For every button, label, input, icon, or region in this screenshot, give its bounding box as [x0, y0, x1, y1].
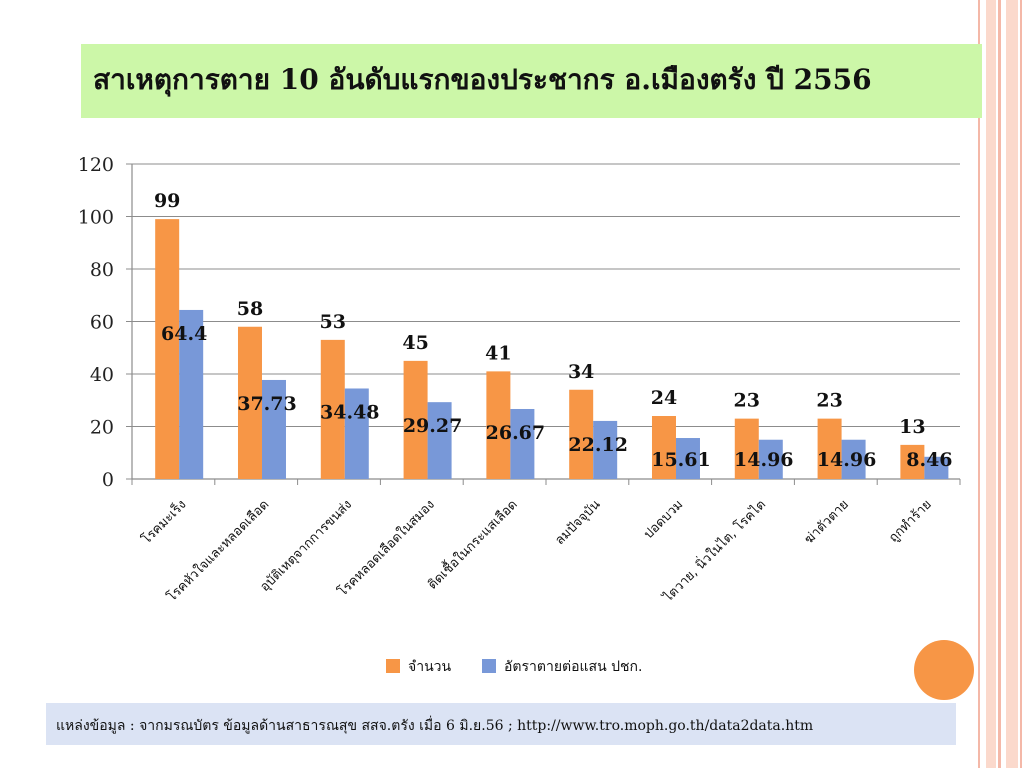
legend-label: อัตราตายต่อแสน ปชก. [504, 659, 642, 675]
bar-series2 [179, 309, 204, 479]
decor-stripe-2 [986, 0, 996, 768]
x-category-label: ปอดบวม [641, 497, 686, 542]
bar-series2 [841, 439, 866, 479]
bar-series2 [924, 456, 949, 479]
bar-series1 [155, 219, 180, 479]
data-label-series1: 13 [899, 416, 925, 438]
data-label-series2: 37.73 [237, 393, 297, 415]
legend-swatch [386, 659, 400, 673]
data-label-series1: 34 [568, 361, 594, 383]
legend-label: จำนวน [408, 659, 451, 675]
bar-series2 [758, 439, 783, 479]
bar-chart: 0204060801001209964.4โรคมะเร็ง5837.73โรค… [78, 154, 961, 675]
data-label-series1: 41 [485, 342, 511, 364]
x-category-label: ฆ่าตัวตาย [802, 497, 852, 547]
data-label-series2: 22.12 [568, 434, 628, 456]
source-note: แหล่งข้อมูล : จากมรณบัตร ข้อมูลด้านสาธาร… [56, 718, 814, 734]
bar-series1 [900, 444, 925, 479]
y-tick-label: 80 [90, 259, 114, 281]
bar-series2 [427, 402, 452, 479]
y-tick-label: 20 [90, 417, 114, 439]
data-label-series2: 26.67 [486, 422, 546, 444]
bar-series2 [344, 388, 369, 479]
data-label-series2: 15.61 [651, 449, 711, 471]
bar-series1 [403, 360, 428, 479]
data-label-series2: 34.48 [320, 401, 380, 423]
data-label-series1: 53 [320, 311, 346, 333]
x-category-label: โรคมะเร็ง [137, 495, 189, 547]
decor-stripe-4 [1006, 0, 1018, 768]
data-label-series1: 45 [402, 332, 428, 354]
data-label-series1: 24 [651, 387, 677, 409]
x-category-label: ลมปัจจุบัน [552, 497, 603, 548]
x-category-label: ติดเชื้อในกระแสเลือด [423, 495, 521, 593]
title-banner: สาเหตุการตาย 10 อันดับแรกของประชากร อ.เม… [81, 44, 982, 118]
bar-series1 [734, 418, 759, 479]
bar-series1 [817, 418, 842, 479]
legend-swatch [482, 659, 496, 673]
bar-series1 [237, 326, 262, 479]
data-label-series2: 14.96 [817, 449, 877, 471]
bar-series1 [486, 371, 511, 479]
source-box: แหล่งข้อมูล : จากมรณบัตร ข้อมูลด้านสาธาร… [46, 703, 956, 745]
data-label-series1: 99 [154, 190, 180, 212]
y-tick-label: 0 [102, 469, 114, 491]
x-category-label: อุบัติเหตุจากการขนส่ง [258, 497, 356, 595]
bar-series2 [675, 438, 700, 479]
data-label-series1: 23 [734, 390, 760, 412]
decor-circle [914, 640, 974, 700]
decor-stripe-3 [998, 0, 1001, 768]
x-category-label: ถูกทำร้าย [886, 497, 934, 545]
data-label-series1: 58 [237, 298, 263, 320]
y-tick-label: 100 [78, 207, 114, 229]
data-label-series2: 29.27 [403, 415, 463, 437]
data-label-series2: 64.4 [161, 323, 207, 345]
y-tick-label: 60 [90, 312, 114, 334]
bar-series2 [510, 408, 535, 479]
bar-series1 [320, 339, 345, 479]
y-tick-label: 40 [90, 364, 114, 386]
decor-stripe-5 [1020, 0, 1022, 768]
data-label-series2: 8.46 [906, 449, 952, 471]
decor-stripe-1 [978, 0, 980, 768]
bar-series2 [261, 379, 286, 479]
y-tick-label: 120 [78, 154, 114, 176]
bar-series1 [569, 389, 594, 479]
bar-series2 [593, 420, 618, 479]
chart-title: สาเหตุการตาย 10 อันดับแรกของประชากร อ.เม… [93, 63, 872, 96]
data-label-series2: 14.96 [734, 449, 794, 471]
data-label-series1: 23 [816, 390, 842, 412]
bar-series1 [651, 416, 676, 479]
